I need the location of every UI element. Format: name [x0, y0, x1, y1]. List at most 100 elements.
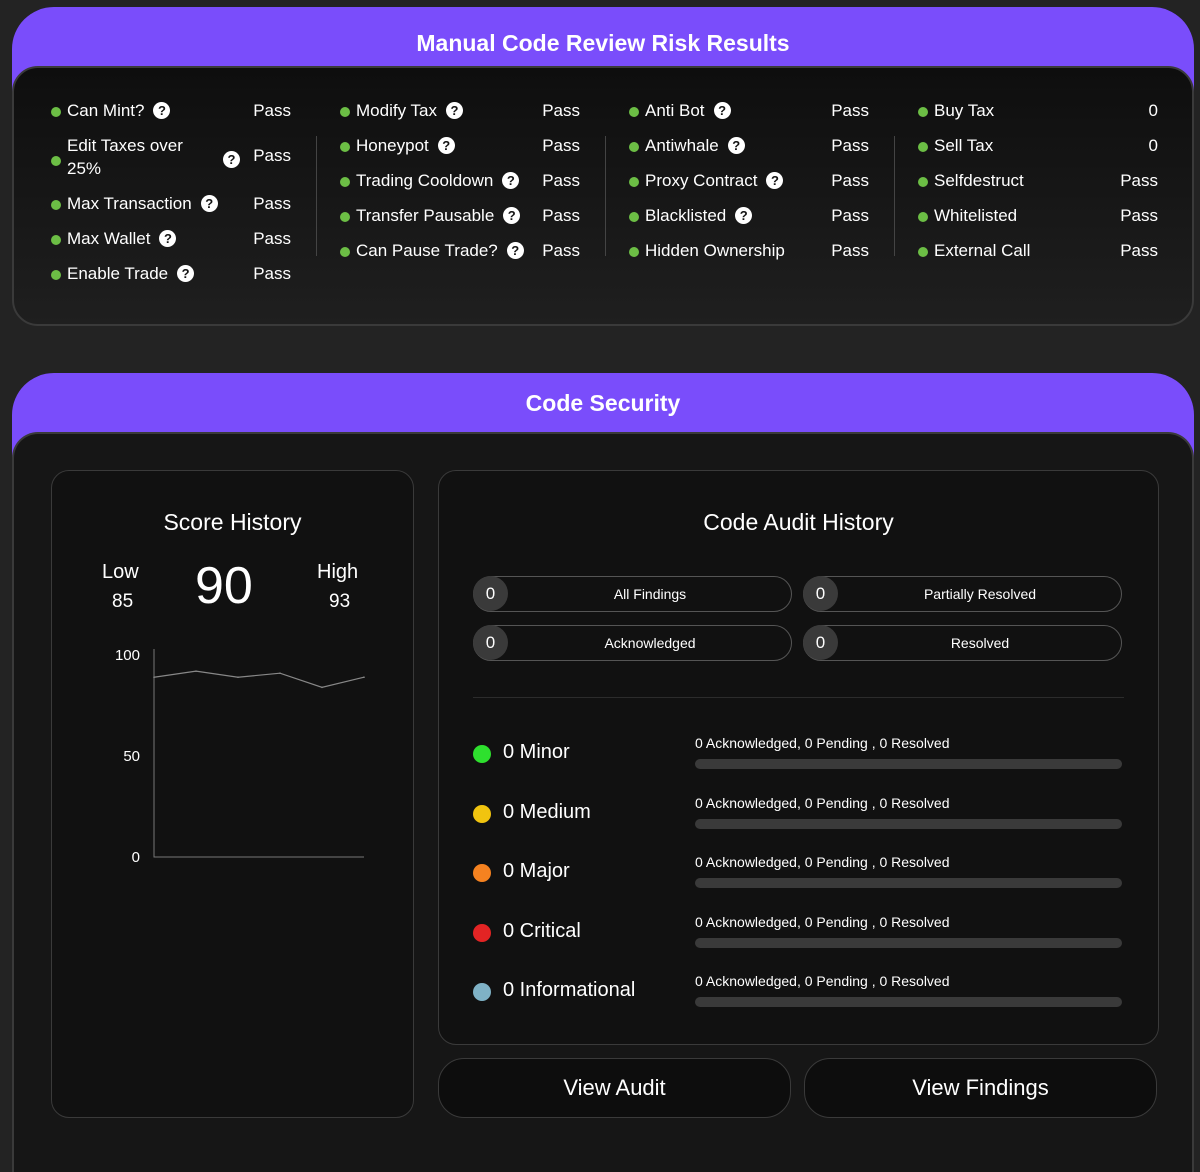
risk-item-value: Pass [253, 146, 291, 165]
help-icon[interactable]: ? [223, 151, 240, 168]
risk-item-value: Pass [831, 136, 869, 155]
risk-item-value: Pass [542, 171, 580, 190]
risk-item: Blacklisted? Pass [629, 203, 869, 238]
risk-item: Can Pause Trade?? Pass [340, 238, 580, 273]
column-divider [316, 136, 317, 256]
score-history-card: Score History Low 85 90 High 93 100 50 0 [51, 470, 414, 1118]
risk-item-value: Pass [831, 171, 869, 190]
risk-item-label: Trading Cooldown? [356, 169, 520, 192]
severity-progress: 0 Acknowledged, 0 Pending , 0 Resolved [695, 735, 1122, 769]
risk-item-label: External Call [934, 241, 1031, 260]
risk-item-label: Honeypot? [356, 134, 455, 157]
status-dot-icon [340, 247, 350, 257]
progress-bar [695, 878, 1122, 888]
risk-item-value: Pass [542, 241, 580, 260]
help-icon[interactable]: ? [437, 137, 455, 154]
score-point [363, 676, 365, 679]
risk-item-label: Sell Tax [934, 136, 994, 155]
risk-item-value: Pass [253, 264, 291, 283]
score-history-title: Score History [163, 509, 302, 535]
y-tick-label: 0 [132, 849, 140, 866]
severity-label: 0 Informational [503, 979, 636, 1001]
risk-item: Max Wallet? Pass [51, 226, 291, 261]
help-icon[interactable]: ? [713, 102, 731, 119]
help-icon[interactable]: ? [735, 207, 753, 224]
severity-progress: 0 Acknowledged, 0 Pending , 0 Resolved [695, 914, 1122, 948]
view-findings-button[interactable]: View Findings [804, 1058, 1157, 1118]
help-icon[interactable]: ? [177, 265, 195, 282]
status-dot-icon [51, 107, 61, 117]
risk-item: Selfdestruct Pass [918, 168, 1158, 203]
risk-item: Max Transaction? Pass [51, 191, 291, 226]
risk-item-value: Pass [831, 206, 869, 225]
pill-count: 0 [803, 576, 838, 611]
security-panel-title: Code Security [525, 390, 681, 416]
pill-count: 0 [803, 625, 838, 660]
severity-label: 0 Minor [503, 741, 570, 763]
help-icon[interactable]: ? [200, 195, 218, 212]
status-dot-icon [918, 107, 928, 117]
risk-item-label: Transfer Pausable? [356, 204, 521, 227]
risk-item: Edit Taxes over 25%? Pass [51, 133, 291, 191]
help-icon[interactable]: ? [727, 137, 745, 154]
severity-summary: 0 Acknowledged, 0 Pending , 0 Resolved [695, 735, 950, 751]
risk-item-label: Max Wallet? [67, 227, 177, 250]
help-icon[interactable]: ? [506, 242, 524, 259]
status-dot-icon [629, 212, 639, 222]
status-dot-icon [629, 107, 639, 117]
column-divider [605, 136, 606, 256]
progress-bar [695, 937, 1122, 948]
severity-label: 0 Critical [503, 919, 581, 942]
pill-label: Resolved [950, 635, 1010, 651]
risk-item-label: Anti Bot? [645, 99, 731, 122]
risk-item-label: Modify Tax? [356, 99, 463, 122]
risk-item-label: Hidden Ownership [645, 241, 785, 260]
severity-dot-icon [473, 983, 491, 1001]
help-icon[interactable]: ? [502, 172, 520, 189]
help-icon[interactable]: ? [445, 102, 463, 119]
risk-item-value: Pass [253, 101, 291, 120]
score-series-line [153, 670, 365, 688]
severity-summary: 0 Acknowledged, 0 Pending , 0 Resolved [695, 913, 950, 930]
filter-partially-resolved-pill[interactable]: 0 Partially Resolved [803, 576, 1122, 612]
risk-item-value: Pass [253, 229, 291, 248]
severity-dot-icon [473, 804, 491, 823]
filter-resolved-pill[interactable]: 0 Resolved [803, 625, 1122, 661]
risk-item: Proxy Contract? Pass [629, 168, 869, 203]
help-icon[interactable]: ? [503, 207, 521, 224]
severity-progress: 0 Acknowledged, 0 Pending , 0 Resolved [695, 854, 1122, 888]
risk-item: Buy Tax 0 [918, 98, 1158, 133]
severity-critical: 0 Critical [473, 918, 693, 948]
risk-item: Modify Tax? Pass [340, 98, 580, 133]
risk-item-label: Proxy Contract? [645, 169, 784, 192]
help-icon[interactable]: ? [159, 230, 177, 247]
status-dot-icon [918, 212, 928, 222]
risk-item: Can Mint?? Pass [51, 98, 291, 133]
status-dot-icon [629, 247, 639, 257]
risk-item-label: Enable Trade? [67, 262, 195, 285]
risk-item-value: Pass [1120, 241, 1158, 260]
status-dot-icon [918, 177, 928, 187]
status-dot-icon [629, 142, 639, 152]
help-icon[interactable]: ? [153, 102, 171, 119]
pill-label: Acknowledged [604, 635, 696, 651]
filter-acknowledged-pill[interactable]: 0 Acknowledged [473, 625, 792, 661]
risk-item-label: Buy Tax [934, 101, 995, 120]
risk-item: Enable Trade? Pass [51, 261, 291, 296]
y-tick-label: 100 [115, 647, 140, 664]
risk-item-label: Whitelisted [934, 206, 1018, 225]
risk-item-value: Pass [1120, 206, 1158, 225]
status-dot-icon [51, 156, 61, 166]
view-audit-button[interactable]: View Audit [438, 1058, 791, 1118]
score-current: 90 [195, 557, 253, 615]
score-point [195, 670, 197, 672]
column-divider [894, 136, 895, 256]
divider [473, 697, 1124, 698]
risk-item: Transfer Pausable? Pass [340, 203, 580, 238]
score-history-chart: 100 50 0 [115, 647, 365, 866]
severity-major: 0 Major [473, 858, 693, 888]
status-dot-icon [340, 107, 350, 117]
risk-item-label: Selfdestruct [934, 171, 1024, 190]
filter-all-findings-pill[interactable]: 0 All Findings [473, 576, 792, 612]
help-icon[interactable]: ? [766, 172, 784, 189]
